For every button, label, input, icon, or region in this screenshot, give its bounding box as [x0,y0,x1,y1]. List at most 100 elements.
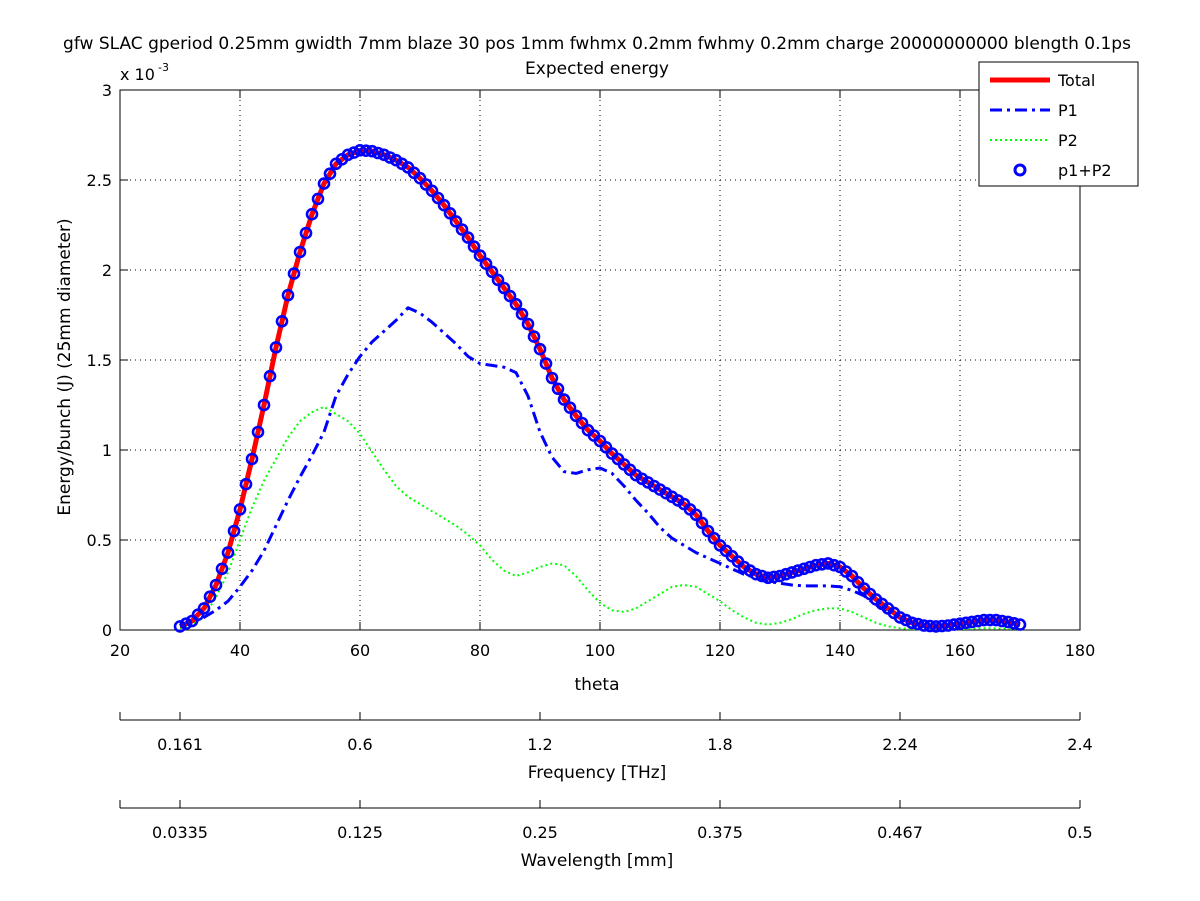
x-tick-label: 100 [585,641,616,660]
series-p1p2-point [827,558,841,572]
series-p1p2-point [425,184,439,198]
series-p1p2-point [527,330,541,343]
y-tick-label: 0.5 [87,531,112,550]
series-p1p2-point [209,578,223,592]
series-p1p2-point [239,477,253,491]
series-p1p2-point [491,273,505,287]
secondary-tick-label: 2.24 [882,735,918,754]
series-p1p2-point [509,297,523,311]
series-p1p2-point [353,144,367,157]
series-p1p2-point [383,151,397,164]
x-tick-label: 20 [110,641,130,660]
secondary-tick-label: 0.0335 [152,823,208,842]
series-p1p2-point [779,567,793,581]
series-p1p2-point [797,562,811,576]
legend-swatch-p1p2 [1013,163,1027,177]
series-p1p2-point [755,569,769,583]
series-p1p2-point [773,569,787,583]
wavelength-axis: Wavelength [mm] 0.0335 0.125 0.25 0.375 0.46… [119,800,1093,871]
axis-ticks: 20 40 60 80 100 120 140 160 180 0 0.5 1 1.5 2 2.5 3 [87,81,1096,660]
series-p1p2-point [233,503,247,516]
legend-label-p1: P1 [1058,101,1078,120]
y-exponent-power: -3 [158,61,169,74]
series-p1p2-point [959,616,973,630]
series-p1p2-point [689,508,703,522]
series-p1p2-point [305,207,319,221]
secondary-tick-label: 1.2 [527,735,552,754]
frequency-axis: Frequency [THz] 0.161 0.6 1.2 1.8 2.24 2.4 [119,712,1093,783]
series-p1-line [179,306,889,628]
series-p1p2-point [575,416,589,430]
series-p1p2-point [215,562,229,576]
series-p1p2-point [251,425,265,439]
series-p1p2-point [263,369,277,383]
series-p1p2-point [785,566,799,579]
series-p1p2-point [503,289,517,303]
series-p1p2-point [437,198,451,212]
series-p1p2-point [893,611,907,624]
series-p1p2-point [815,557,829,571]
series-p1p2-point [791,564,805,577]
series-p1p2-point [377,148,391,162]
y-axis-label: Energy/bunch (J) (25mm diameter) [55,218,75,515]
series-p1p2-point [455,223,469,236]
series-p1p2-point [935,619,949,633]
series-p1p2-point [569,409,583,423]
series-p1p2-point [311,192,325,206]
wavelength-axis-label: Wavelength [mm] [521,851,674,871]
secondary-tick-label: 1.8 [707,735,732,754]
frequency-axis-label: Frequency [THz] [528,763,667,783]
series-p1p2-point [269,341,283,354]
series-p1p2-point [497,281,511,295]
series-p1p2-point [365,144,379,158]
series-p1p2-point [929,620,943,633]
series-p1p2-point [281,288,295,302]
series-p1p2-point [995,614,1009,628]
series-p1p2-point [533,342,547,356]
series-p1p2-point [1001,615,1015,629]
series-p1p2-point [299,226,313,240]
x-tick-label: 80 [470,641,490,660]
series-p1p2-point [989,613,1003,627]
series-p1p2-point [203,590,217,604]
secondary-tick-label: 0.25 [522,823,558,842]
series-p1p2-point [539,357,553,370]
y-exponent-base: x 10 [120,65,155,84]
series-p1p2-point [557,393,571,406]
series-p1p2-point [971,614,985,628]
series-p1p2-point [479,257,493,271]
series-p1p2-point [485,265,499,279]
series-p1p2-point [953,617,967,631]
y-tick-label: 1.5 [87,351,112,370]
x-tick-label: 140 [825,641,856,660]
series-p1p2-point [707,531,721,545]
series-p1p2-point [257,398,271,412]
series-p1p2-point [545,371,559,385]
series-p1p2-point [221,546,235,559]
series-p1p2-point [551,382,565,396]
legend-label-total: Total [1057,71,1095,90]
series-p1p2-point [701,524,715,538]
series-p1p2-point [1007,616,1021,630]
series-p1p2-point [473,249,487,262]
series-p1p2-point [911,617,925,631]
series-p1p2-point [443,207,457,220]
series-layer [173,144,1027,633]
x-axis-label: theta [575,675,620,695]
series-p1p2-point [521,317,535,331]
series-p1p2-point [317,177,331,190]
series-p1p2-point [1013,618,1027,631]
x-tick-label: 160 [945,641,976,660]
secondary-tick-label: 0.375 [697,823,743,842]
series-p1p2-point [341,148,355,162]
series-p1p2-point [287,267,301,280]
series-p1p2-point [917,619,931,632]
series-p1p2-point [179,617,193,631]
secondary-tick-label: 0.6 [347,735,372,754]
series-p1p2-point [347,146,361,159]
series-p1p2-point [467,240,481,253]
series-p1p2-point [245,452,259,466]
series-p1p2-point [431,191,445,205]
series-p1p2-point [947,618,961,631]
